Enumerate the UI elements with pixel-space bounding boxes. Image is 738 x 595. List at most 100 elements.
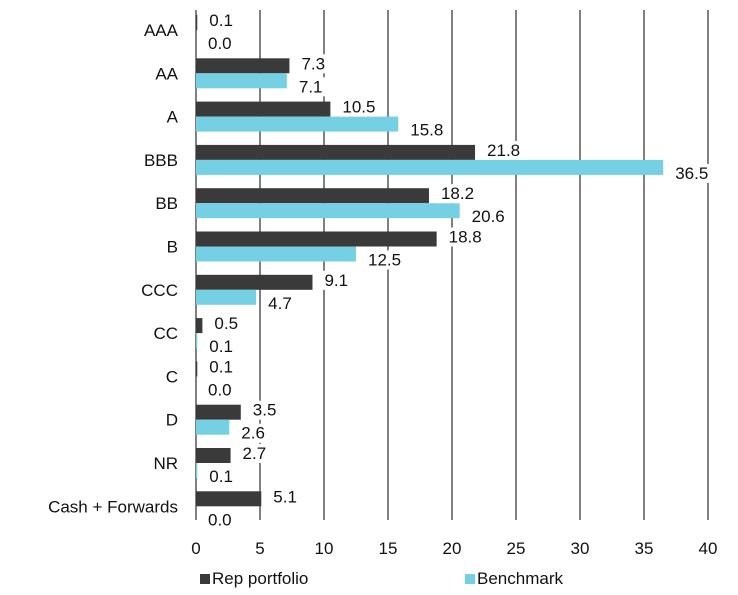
x-tick-label: 25 [507, 539, 526, 558]
rep-portfolio-bar [196, 361, 198, 377]
rep-portfolio-bar [196, 188, 429, 204]
data-label-background [264, 293, 305, 313]
category-label: NR [153, 454, 178, 473]
rep-portfolio-bar [196, 231, 437, 247]
rep-portfolio-value-label: 0.1 [209, 11, 233, 30]
benchmark-bar [196, 159, 664, 175]
data-label-background [238, 444, 279, 463]
x-tick-label: 0 [191, 539, 200, 558]
x-tick-label: 5 [255, 539, 264, 558]
data-label-background [364, 250, 404, 270]
benchmark-value-label: 12.5 [368, 251, 401, 270]
rep-portfolio-bar [196, 274, 313, 290]
x-axis-ticks: 0 5 10 15 20 25 30 35 40 [191, 539, 717, 558]
category-label: Cash + Forwards [48, 497, 178, 516]
benchmark-value-label: 0.0 [208, 34, 232, 53]
benchmark-bar [196, 289, 257, 305]
data-label-background [294, 77, 335, 97]
rep-portfolio-legend-label: Rep portfolio [212, 569, 308, 588]
benchmark-value-label: 36.5 [675, 164, 708, 183]
rep-portfolio-value-label: 7.3 [301, 54, 325, 73]
rep-portfolio-bar [196, 448, 231, 463]
category-label: C [166, 367, 178, 386]
data-label-background [205, 357, 246, 377]
benchmark-value-label: 20.6 [472, 207, 505, 226]
benchmark-value-label: 0.1 [209, 467, 233, 486]
x-tick-label: 40 [699, 539, 718, 558]
data-label-background [248, 400, 289, 420]
rep-portfolio-bar [196, 15, 198, 30]
x-tick-label: 10 [315, 539, 334, 558]
rep-portfolio-value-label: 3.5 [253, 401, 277, 420]
data-label-background [204, 380, 244, 400]
data-label-background [269, 487, 310, 507]
data-label-background [205, 337, 246, 357]
benchmark-bar [196, 463, 198, 478]
benchmark-bar [196, 419, 230, 435]
benchmark-value-label: 2.6 [241, 424, 265, 443]
legend: Rep portfolio Benchmark [200, 569, 563, 588]
data-label-background [237, 423, 278, 443]
category-label: D [166, 411, 178, 430]
rep-portfolio-value-label: 0.5 [214, 314, 238, 333]
benchmark-value-label: 4.7 [268, 294, 292, 313]
category-label: A [167, 108, 179, 127]
rep-portfolio-bar [196, 101, 331, 117]
rep-portfolio-bar [196, 491, 262, 507]
data-label-background [671, 163, 712, 183]
benchmark-bar [196, 333, 198, 349]
data-label-background [406, 120, 447, 140]
data-label-background [444, 227, 485, 247]
rep-portfolio-value-label: 18.2 [441, 184, 474, 203]
data-labels: 0.1 0.0 7.3 7.1 10.5 15.8 21.8 36.5 18.2 20.6 18.8… [204, 11, 712, 530]
category-label: B [167, 238, 178, 257]
rep-portfolio-value-label: 5.1 [273, 487, 297, 506]
data-label-background [204, 510, 244, 530]
data-label-background [210, 314, 251, 334]
benchmark-value-label: 0.0 [208, 510, 232, 529]
x-tick-label: 35 [635, 539, 654, 558]
rep-portfolio-value-label: 0.1 [209, 357, 233, 376]
data-label-background [204, 34, 244, 53]
rep-portfolio-bar [196, 144, 476, 160]
data-label-background [205, 11, 246, 30]
benchmark-value-label: 0.0 [208, 380, 232, 399]
x-tick-label: 15 [379, 539, 398, 558]
x-tick-label: 30 [571, 539, 590, 558]
benchmark-bar [196, 116, 399, 132]
category-label: CC [153, 324, 178, 343]
rep-portfolio-value-label: 18.8 [449, 228, 482, 247]
category-label: CCC [141, 281, 178, 300]
rep-portfolio-value-label: 9.1 [324, 271, 348, 290]
category-label: AA [155, 64, 178, 83]
data-label-background [205, 467, 246, 486]
category-label: BBB [144, 151, 178, 170]
data-label-background [320, 270, 361, 290]
rep-portfolio-value-label: 10.5 [342, 98, 375, 117]
data-label-background [436, 184, 477, 204]
rep-portfolio-bar [196, 404, 241, 420]
data-label-background [483, 140, 524, 160]
bars [196, 15, 664, 507]
rep-portfolio-value-label: 21.8 [487, 141, 520, 160]
rep-portfolio-value-label: 2.7 [243, 444, 267, 463]
benchmark-value-label: 7.1 [299, 77, 323, 96]
benchmark-value-label: 15.8 [410, 121, 443, 140]
rep-portfolio-bar [196, 58, 290, 74]
x-tick-label: 20 [443, 539, 462, 558]
data-label-background [467, 207, 508, 227]
data-label-background [338, 97, 379, 117]
benchmark-value-label: 0.1 [209, 337, 233, 356]
benchmark-legend-swatch [465, 574, 475, 584]
benchmark-bar [196, 73, 287, 89]
category-label: AAA [144, 21, 179, 40]
rep-portfolio-bar [196, 318, 203, 334]
benchmark-legend-label: Benchmark [477, 569, 563, 588]
data-label-background [297, 54, 338, 74]
category-label: BB [155, 194, 178, 213]
benchmark-bar [196, 246, 356, 262]
benchmark-bar [196, 203, 460, 219]
